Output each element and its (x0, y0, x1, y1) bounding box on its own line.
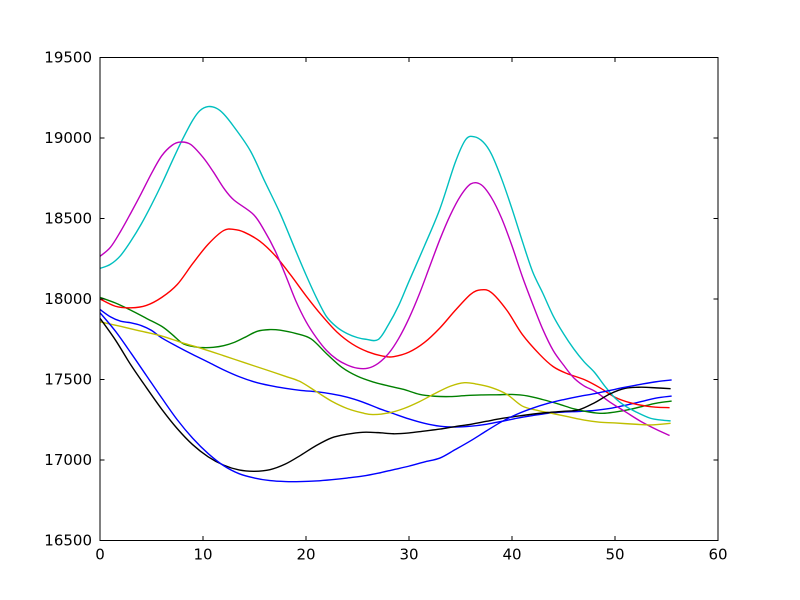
y-tick-label: 19000 (44, 129, 92, 147)
series-line-red (99, 228, 670, 409)
y-tick-label: 17500 (44, 371, 92, 389)
y-tick-label: 16500 (44, 532, 92, 550)
series-line-green (99, 296, 672, 415)
x-tick-label: 10 (193, 546, 212, 564)
x-tick-label: 20 (296, 546, 315, 564)
y-tick-label: 17000 (44, 451, 92, 469)
plot-frame (99, 57, 719, 541)
series-line-black (99, 317, 671, 472)
x-tick-label: 0 (95, 546, 105, 564)
series-line-blue-1 (99, 308, 672, 428)
x-tick-label: 60 (708, 546, 727, 564)
y-tick-label: 19500 (44, 49, 92, 67)
x-tick-label: 30 (399, 546, 418, 564)
series-line-yellow (99, 321, 671, 426)
y-tick-label: 18000 (44, 290, 92, 308)
series-line-cyan (99, 105, 671, 422)
y-tick-label: 18500 (44, 210, 92, 228)
series-line-magenta (99, 141, 670, 437)
series-line-blue-2 (99, 312, 672, 483)
x-tick-label: 40 (502, 546, 521, 564)
x-tick-label: 50 (605, 546, 624, 564)
